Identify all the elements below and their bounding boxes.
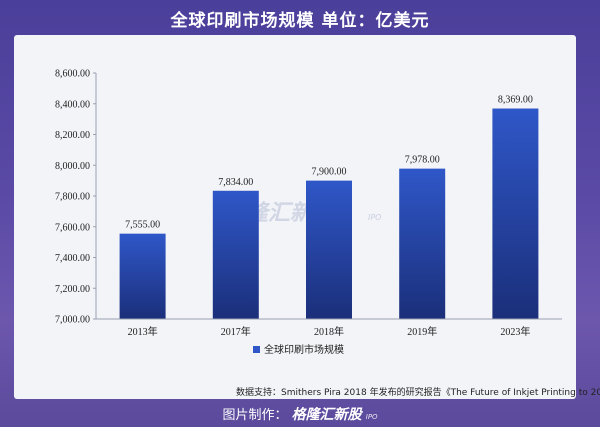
y-tick-label: 7,200.00 (55, 284, 90, 295)
y-tick-label: 8,400.00 (55, 99, 90, 110)
y-tick-label: 8,000.00 (55, 161, 90, 172)
y-axis: 7,000.00 7,200.00 7,400.00 7,600.00 7,800.00… (55, 69, 97, 326)
bar-chart: 格隆汇新股 IPO 7,000.007,200.007,400.007,600.… (55, 69, 562, 356)
x-tick-label: 2019年 (407, 325, 437, 338)
page-title: 全球印刷市场规模 单位：亿美元 (170, 11, 430, 31)
y-tick-label: 7,400.00 (55, 253, 90, 264)
data-label: 7,978.00 (405, 155, 440, 166)
data-label: 7,900.00 (312, 167, 347, 178)
legend-label: 全球印刷市场规模 (264, 343, 344, 356)
y-tick-label: 7,800.00 (55, 192, 90, 203)
y-tick-label: 8,600.00 (55, 69, 90, 80)
chart-card: 格隆汇新股 IPO 7,000.00 7,200.00 7,400.00 7,600.… (14, 35, 576, 399)
legend: 全球印刷市场规模 (253, 343, 344, 356)
x-axis: 2013年 2017年 2018年 2019年 2023年 (96, 318, 562, 338)
source-note: 数据支持：Smithers Pira 2018 年发布的研究报告《The Fut… (236, 388, 600, 398)
credit: 图片制作： 格隆汇新股 IPO (0, 404, 600, 424)
credit-brand: 格隆汇新股 (291, 407, 362, 423)
x-tick-label: 2023年 (500, 325, 530, 338)
y-tick-label: 7,600.00 (55, 222, 90, 233)
x-tick-label: 2018年 (314, 325, 344, 338)
data-label: 7,834.00 (218, 177, 253, 188)
watermark-sub: IPO (368, 213, 381, 222)
data-label: 7,555.00 (125, 220, 160, 231)
bars: 7,555.00 7,834.00 7,900.00 7,978.00 8,369.00 (119, 95, 539, 319)
bar (212, 190, 259, 319)
bar (119, 233, 166, 319)
legend-swatch (253, 346, 260, 353)
y-tick-label: 7,000.00 (55, 315, 90, 326)
bar (306, 180, 352, 319)
bar (399, 168, 446, 319)
credit-sub: IPO (365, 413, 378, 421)
bar (492, 108, 539, 319)
y-tick-label: 8,200.00 (55, 130, 90, 141)
credit-label: 图片制作： (222, 408, 288, 423)
data-label: 8,369.00 (498, 95, 533, 106)
x-tick-label: 2017年 (221, 325, 251, 338)
x-tick-label: 2013年 (128, 325, 158, 338)
